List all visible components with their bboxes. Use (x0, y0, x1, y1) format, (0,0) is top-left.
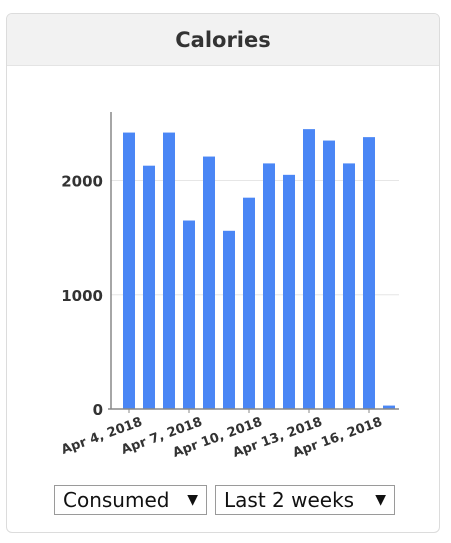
metric-select-value: Consumed (63, 488, 170, 512)
bar (163, 132, 175, 410)
y-tick-label: 0 (93, 401, 103, 419)
bar (263, 163, 275, 409)
bar (383, 405, 395, 409)
bar (283, 174, 295, 409)
card-header: Calories (7, 14, 439, 66)
bar (243, 197, 255, 409)
y-tick-label: 2000 (61, 173, 103, 191)
bar (223, 230, 235, 409)
bar (363, 137, 375, 409)
bar (183, 220, 195, 409)
range-select[interactable]: Last 2 weeks ▼ (215, 485, 395, 515)
chevron-down-icon: ▼ (375, 492, 386, 508)
y-tick-label: 1000 (61, 287, 103, 305)
metric-select[interactable]: Consumed ▼ (54, 485, 207, 515)
chevron-down-icon: ▼ (187, 492, 198, 508)
bar (323, 140, 335, 410)
bar (143, 165, 155, 409)
calories-chart: 0 1000 2000 Apr 4, 2018 Apr 7, 2018 Apr 10, 2… (7, 66, 439, 476)
bar (303, 129, 315, 409)
bar (343, 163, 355, 409)
chart-controls: Consumed ▼ Last 2 weeks ▼ (54, 485, 395, 515)
calories-card: Calories 0 1000 2000 Apr 4, 2018 Apr 7, 2018… (6, 13, 440, 533)
bar (123, 132, 135, 410)
bar (203, 156, 215, 409)
range-select-value: Last 2 weeks (224, 488, 355, 512)
card-title: Calories (175, 27, 271, 52)
